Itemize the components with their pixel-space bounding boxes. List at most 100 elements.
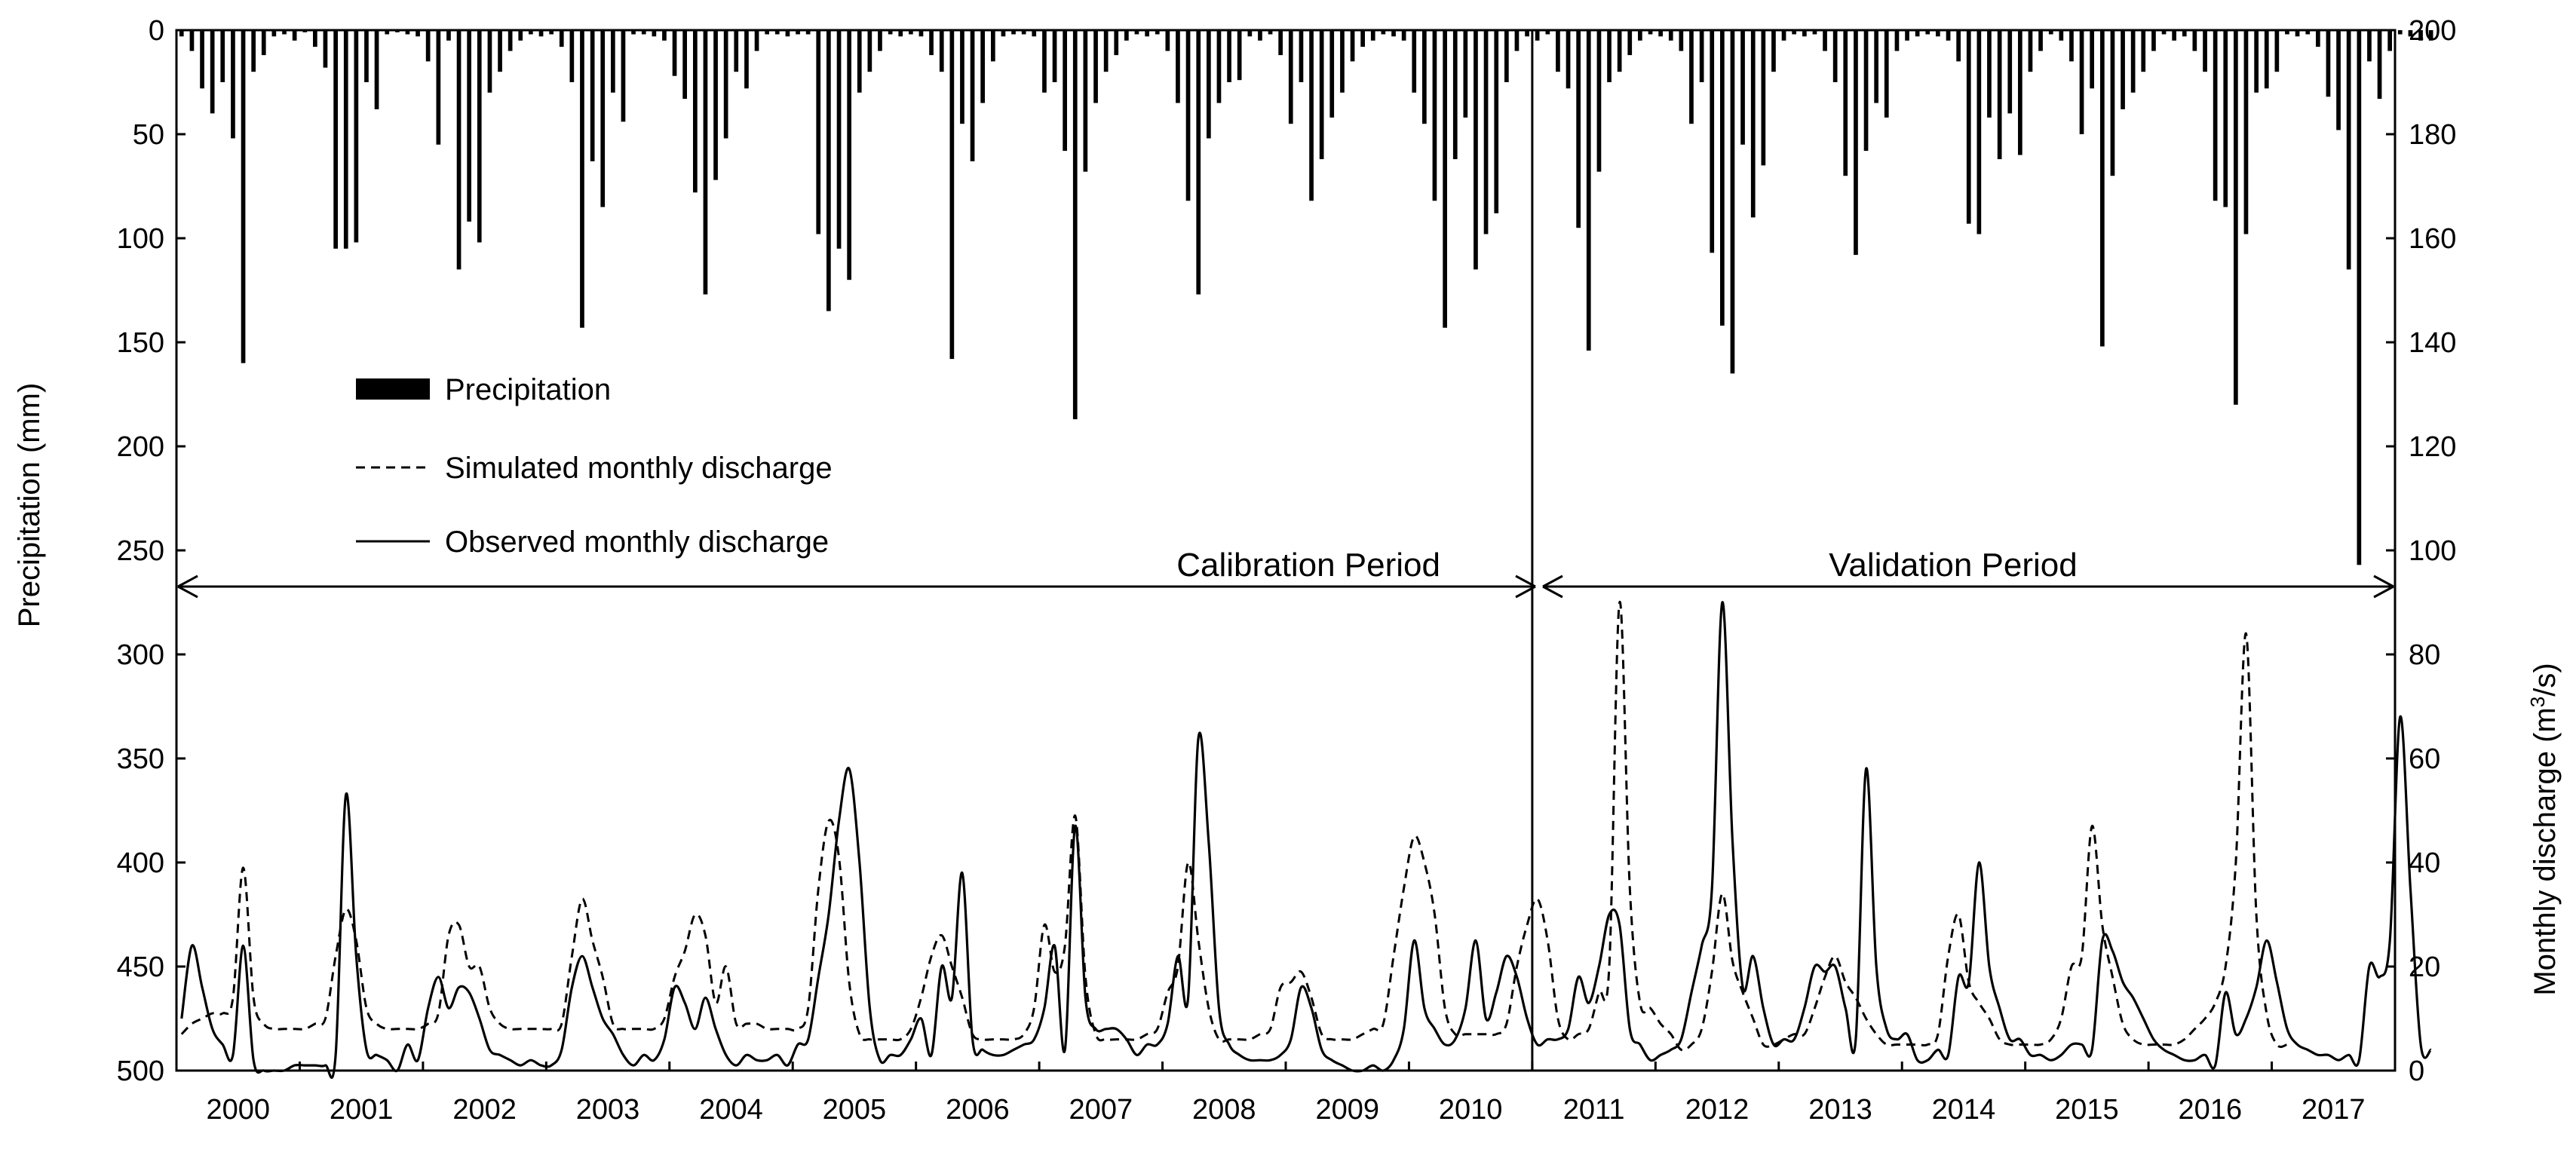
- precip-bar: [1874, 30, 1878, 103]
- right-axis-ticks: 0 20 40 60 80 100 120 140 160 180 200: [2386, 15, 2456, 1087]
- precip-bar: [1987, 30, 1992, 118]
- precip-bar: [1494, 30, 1499, 213]
- left-tick-label: 150: [117, 327, 164, 359]
- precip-bar: [261, 30, 266, 56]
- precip-bar: [446, 30, 451, 41]
- precip-bar: [1823, 30, 1827, 51]
- precip-bar: [1946, 30, 1951, 41]
- precip-bar: [1566, 30, 1571, 89]
- precip-bar: [529, 30, 533, 35]
- precip-bar: [1278, 30, 1283, 56]
- legend-observed-label: Observed monthly discharge: [445, 525, 829, 559]
- precip-bar: [2018, 30, 2022, 155]
- precip-bar: [1936, 30, 1940, 37]
- x-tick-label: 2001: [330, 1094, 394, 1126]
- precip-bar: [1011, 30, 1016, 35]
- precip-bar: [477, 30, 482, 243]
- legend-simulated-label: Simulated monthly discharge: [445, 452, 833, 485]
- precip-bar: [816, 30, 821, 234]
- precip-bar: [1134, 30, 1139, 35]
- left-tick-label: 200: [117, 431, 164, 463]
- precip-bar: [1854, 30, 1858, 256]
- precip-bar: [1227, 30, 1231, 82]
- precip-bar: [662, 30, 667, 41]
- right-axis-title-superscript: 3: [2526, 697, 2549, 707]
- precip-bar: [1761, 30, 1766, 166]
- precip-bar: [2357, 30, 2362, 565]
- precip-bar: [1545, 30, 1550, 35]
- precip-bar: [508, 30, 513, 51]
- precip-bar: [1648, 30, 1653, 35]
- precip-bar: [1576, 30, 1581, 228]
- precip-bar: [1905, 30, 1909, 41]
- precip-bar: [436, 30, 441, 145]
- observed-series-group: [180, 601, 2433, 1079]
- precip-bar: [1740, 30, 1745, 145]
- precip-bar: [1381, 30, 1386, 35]
- precip-bar: [1915, 30, 1920, 37]
- precip-bar: [611, 30, 615, 93]
- precip-bar: [2397, 30, 2403, 35]
- legend-precip-label: Precipitation: [445, 373, 611, 406]
- precip-bar: [2110, 30, 2115, 176]
- left-tick-label: 350: [117, 743, 164, 775]
- left-tick-label: 100: [117, 223, 164, 255]
- left-tick-label: 0: [149, 15, 164, 47]
- precip-bar: [2182, 30, 2187, 37]
- precip-bar: [1340, 30, 1345, 93]
- precip-bar: [323, 30, 328, 68]
- precip-bar: [1114, 30, 1119, 56]
- precip-bar: [2418, 30, 2423, 41]
- precip-bar: [2274, 30, 2280, 72]
- precip-bar: [1771, 30, 1776, 72]
- simulated-discharge-line: [180, 601, 2288, 1052]
- x-tick-label: 2017: [2302, 1094, 2366, 1126]
- precip-bar: [1350, 30, 1355, 62]
- precip-bar: [1432, 30, 1437, 201]
- precip-bar: [2336, 30, 2341, 130]
- left-axis-ticks: 0 50 100 150 200 250 300 350 400 450 500: [117, 15, 186, 1087]
- right-tick-label: 0: [2409, 1055, 2424, 1087]
- precip-bar: [241, 30, 246, 363]
- precip-bar: [1956, 30, 1961, 62]
- precip-bar: [939, 30, 944, 72]
- right-tick-label: 160: [2409, 223, 2456, 255]
- precip-bar: [2234, 30, 2238, 405]
- precip-bar: [2141, 30, 2146, 72]
- right-tick-label: 60: [2409, 743, 2440, 775]
- precip-bar: [2316, 30, 2320, 47]
- precip-bar: [1607, 30, 1612, 82]
- precip-bar: [333, 30, 338, 249]
- x-tick-label: 2013: [1808, 1094, 1872, 1126]
- precip-bar: [189, 30, 195, 51]
- precip-bar: [929, 30, 934, 56]
- precip-bar: [621, 30, 626, 122]
- precip-bar: [569, 30, 575, 82]
- precip-bar: [723, 30, 728, 139]
- precip-bar: [2326, 30, 2331, 97]
- precip-bar: [1474, 30, 1478, 270]
- precip-bar: [1658, 30, 1663, 37]
- x-tick-label: 2006: [946, 1094, 1010, 1126]
- precip-bar: [1586, 30, 1591, 351]
- precip-bar: [1792, 30, 1796, 35]
- right-tick-label: 100: [2409, 535, 2456, 567]
- precip-bar: [2264, 30, 2269, 89]
- precip-bar: [1720, 30, 1725, 326]
- x-tick-label: 2008: [1192, 1094, 1256, 1126]
- precip-bar: [1504, 30, 1509, 82]
- precip-bar: [2079, 30, 2084, 134]
- left-tick-label: 500: [117, 1055, 164, 1087]
- precip-bar: [1176, 30, 1180, 103]
- precip-bar: [2203, 30, 2207, 72]
- precip-bar: [1021, 30, 1026, 35]
- precip-bar: [1042, 30, 1047, 93]
- precip-bar: [960, 30, 964, 124]
- precip-bar: [1309, 30, 1314, 201]
- precip-bar: [1617, 30, 1622, 72]
- left-tick-label: 50: [133, 119, 164, 151]
- validation-period-label: Validation Period: [1829, 547, 2077, 584]
- precip-bar: [765, 30, 769, 35]
- precip-bar: [2028, 30, 2033, 72]
- precip-bar: [2121, 30, 2125, 109]
